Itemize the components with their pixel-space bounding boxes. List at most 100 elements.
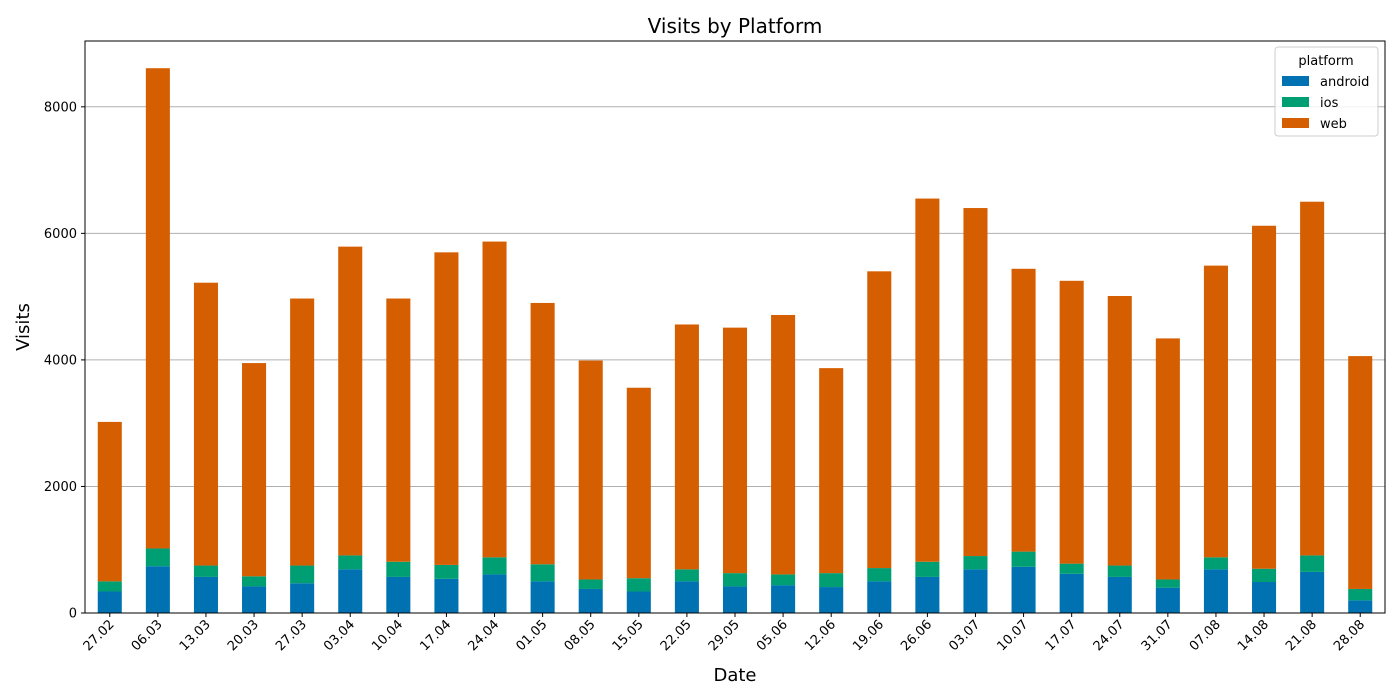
bar-android-01.05 <box>530 581 555 613</box>
legend-swatch-ios <box>1282 97 1309 107</box>
legend-swatch-web <box>1282 118 1309 128</box>
bar-ios-10.04 <box>386 561 411 577</box>
bar-android-10.04 <box>386 576 411 613</box>
y-tick-label-0: 0 <box>69 607 77 622</box>
legend-box <box>1274 46 1379 137</box>
bar-android-15.05 <box>626 591 651 613</box>
x-tick-label-12: 22.05 <box>658 617 695 654</box>
bar-web-28.08 <box>1348 356 1373 589</box>
bar-web-01.05 <box>530 302 555 565</box>
bar-android-05.06 <box>771 585 796 613</box>
bar-android-13.03 <box>193 576 218 613</box>
y-tick-label-1: 2000 <box>44 480 77 495</box>
bar-ios-07.08 <box>1203 557 1228 570</box>
bar-ios-03.07 <box>963 556 988 570</box>
bar-web-27.02 <box>97 421 122 582</box>
bar-android-27.03 <box>290 583 315 613</box>
bar-android-10.07 <box>1011 566 1036 613</box>
bar-web-22.05 <box>674 324 699 570</box>
bar-ios-17.04 <box>434 564 459 579</box>
x-tick-label-21: 24.07 <box>1091 617 1128 654</box>
bar-android-26.06 <box>915 576 940 613</box>
bar-ios-26.06 <box>915 561 940 577</box>
x-axis: 27.02 06.03 13.03 20.03 27.03 03.04 10.04 17.04… <box>81 613 1368 654</box>
x-tick-label-18: 03.07 <box>946 617 983 654</box>
bar-web-10.07 <box>1011 268 1036 552</box>
legend-label-web: web <box>1320 117 1347 132</box>
x-tick-label-15: 12.06 <box>802 617 839 654</box>
x-tick-label-22: 31.07 <box>1139 617 1176 654</box>
bar-web-13.03 <box>193 282 218 566</box>
bar-web-20.03 <box>242 363 267 577</box>
x-tick-label-9: 01.05 <box>514 617 551 654</box>
bar-ios-28.08 <box>1348 588 1373 601</box>
x-tick-label-6: 10.04 <box>369 617 406 654</box>
bar-ios-15.05 <box>626 578 651 592</box>
x-axis-label: Date <box>713 665 756 686</box>
bar-android-06.03 <box>145 566 170 613</box>
x-tick-label-23: 07.08 <box>1187 617 1224 654</box>
bar-ios-27.02 <box>97 581 122 592</box>
y-tick-label-3: 6000 <box>44 227 77 242</box>
x-tick-label-11: 15.05 <box>610 617 647 654</box>
bar-android-24.04 <box>482 574 507 613</box>
bar-web-15.05 <box>626 387 651 579</box>
bar-web-24.04 <box>482 241 507 558</box>
x-tick-label-24: 14.08 <box>1235 617 1272 654</box>
chart-title: Visits by Platform <box>648 14 823 38</box>
bar-web-27.03 <box>290 298 315 566</box>
x-tick-label-1: 06.03 <box>129 617 166 654</box>
bar-ios-31.07 <box>1155 579 1180 588</box>
bar-web-05.06 <box>771 314 796 575</box>
bar-ios-10.07 <box>1011 551 1036 567</box>
bar-android-17.04 <box>434 578 459 613</box>
bar-android-21.08 <box>1300 571 1325 613</box>
bar-android-07.08 <box>1203 569 1228 613</box>
x-tick-label-10: 08.05 <box>562 617 599 654</box>
bar-android-14.08 <box>1252 581 1277 613</box>
bar-ios-24.04 <box>482 557 507 575</box>
legend: platform android ios web <box>1274 46 1379 137</box>
bar-web-03.07 <box>963 208 988 557</box>
bar-android-03.04 <box>338 569 363 613</box>
bar-android-17.07 <box>1059 573 1084 613</box>
bar-web-24.07 <box>1107 295 1132 566</box>
bar-android-27.02 <box>97 591 122 613</box>
bar-web-07.08 <box>1203 265 1228 558</box>
bar-ios-05.06 <box>771 574 796 586</box>
bar-web-26.06 <box>915 198 940 562</box>
x-tick-label-26: 28.08 <box>1331 617 1368 654</box>
bar-web-14.08 <box>1252 225 1277 569</box>
x-tick-label-14: 05.06 <box>754 617 791 654</box>
bar-android-03.07 <box>963 569 988 613</box>
bar-web-06.03 <box>145 68 170 549</box>
legend-swatch-android <box>1282 76 1309 86</box>
bar-ios-14.08 <box>1252 568 1277 582</box>
bar-web-21.08 <box>1300 201 1325 556</box>
bar-android-28.08 <box>1348 600 1373 613</box>
bar-web-17.07 <box>1059 280 1084 564</box>
bar-web-29.05 <box>722 327 748 574</box>
x-tick-label-5: 03.04 <box>321 617 358 654</box>
x-tick-label-25: 21.08 <box>1283 617 1320 654</box>
x-tick-label-0: 27.02 <box>81 617 118 654</box>
bar-ios-19.06 <box>867 568 892 582</box>
bar-ios-03.04 <box>338 555 363 570</box>
x-tick-label-4: 27.03 <box>273 617 310 654</box>
bar-web-08.05 <box>578 360 603 580</box>
bar-ios-13.03 <box>193 565 218 577</box>
bar-web-10.04 <box>386 298 411 562</box>
bar-ios-22.05 <box>674 569 699 582</box>
y-tick-label-2: 4000 <box>44 353 77 368</box>
bar-android-24.07 <box>1107 576 1132 613</box>
x-tick-label-19: 10.07 <box>994 617 1031 654</box>
legend-title: platform <box>1298 54 1353 69</box>
bar-android-19.06 <box>867 581 892 613</box>
x-tick-label-7: 17.04 <box>417 617 454 654</box>
bar-ios-01.05 <box>530 564 555 582</box>
x-tick-label-8: 24.04 <box>465 617 502 654</box>
bar-web-12.06 <box>819 368 844 574</box>
bar-ios-20.03 <box>242 576 267 587</box>
bar-ios-06.03 <box>145 548 170 567</box>
